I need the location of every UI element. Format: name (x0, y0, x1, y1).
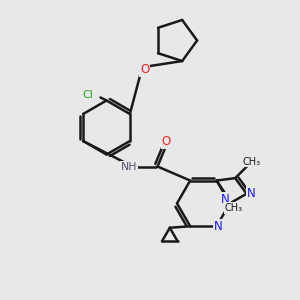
Text: O: O (162, 135, 171, 148)
Text: CH₃: CH₃ (243, 157, 261, 166)
Text: CH₃: CH₃ (224, 203, 242, 213)
Text: N: N (247, 187, 256, 200)
Text: N: N (214, 220, 223, 233)
Text: NH: NH (121, 161, 137, 172)
Text: N: N (221, 193, 230, 206)
Text: O: O (140, 63, 149, 76)
Text: Cl: Cl (82, 90, 93, 100)
